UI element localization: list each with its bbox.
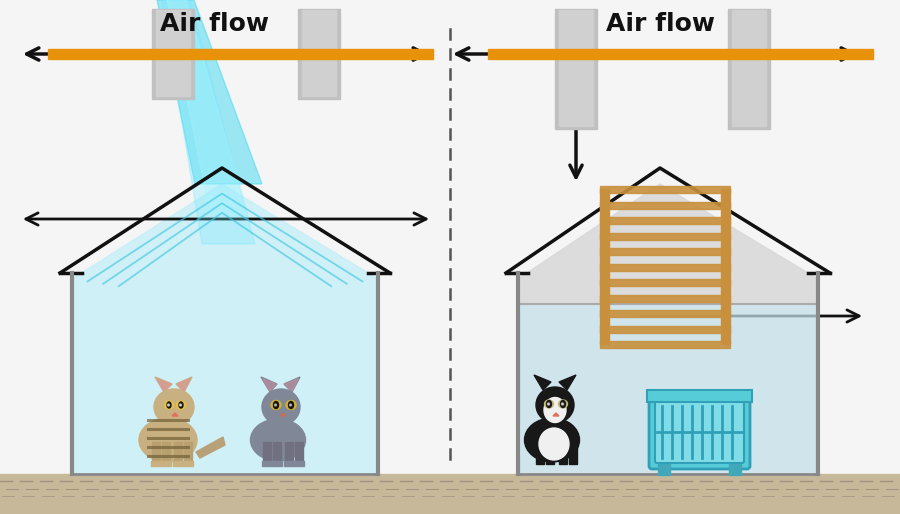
- Bar: [721, 189, 730, 344]
- Text: Air flow: Air flow: [606, 12, 715, 36]
- Bar: [263, 442, 271, 464]
- Ellipse shape: [547, 403, 550, 405]
- Bar: [284, 461, 294, 466]
- Bar: [600, 186, 730, 193]
- Ellipse shape: [250, 419, 305, 461]
- Bar: [658, 463, 670, 475]
- Bar: [546, 442, 554, 464]
- Polygon shape: [553, 413, 559, 416]
- Ellipse shape: [262, 389, 300, 425]
- Ellipse shape: [546, 400, 552, 408]
- Bar: [569, 442, 577, 464]
- Ellipse shape: [525, 418, 580, 462]
- Bar: [728, 9, 770, 129]
- Bar: [555, 9, 597, 129]
- Bar: [272, 461, 282, 466]
- Bar: [518, 304, 818, 474]
- Ellipse shape: [154, 389, 194, 425]
- Bar: [647, 390, 752, 402]
- Polygon shape: [172, 413, 178, 416]
- Bar: [600, 264, 730, 270]
- Ellipse shape: [286, 400, 296, 410]
- Polygon shape: [176, 377, 192, 392]
- Ellipse shape: [176, 401, 185, 409]
- Ellipse shape: [544, 397, 566, 423]
- Bar: [262, 461, 272, 466]
- Bar: [184, 442, 192, 464]
- Bar: [295, 442, 303, 464]
- Bar: [48, 49, 433, 59]
- Polygon shape: [157, 379, 171, 391]
- Bar: [732, 10, 766, 126]
- Ellipse shape: [562, 403, 563, 405]
- Bar: [559, 10, 593, 126]
- Bar: [600, 279, 730, 286]
- Bar: [162, 442, 170, 464]
- Polygon shape: [157, 0, 262, 184]
- FancyBboxPatch shape: [649, 395, 750, 469]
- Ellipse shape: [539, 428, 569, 460]
- Bar: [151, 461, 161, 466]
- Ellipse shape: [536, 387, 574, 423]
- Bar: [183, 461, 193, 466]
- Ellipse shape: [271, 400, 281, 410]
- Text: Air flow: Air flow: [160, 12, 269, 36]
- Polygon shape: [162, 0, 255, 244]
- Bar: [0, 474, 900, 514]
- Bar: [600, 248, 730, 255]
- Bar: [600, 310, 730, 317]
- Bar: [302, 10, 336, 96]
- Ellipse shape: [289, 401, 293, 409]
- Ellipse shape: [559, 400, 568, 408]
- Bar: [729, 463, 741, 475]
- FancyBboxPatch shape: [655, 401, 744, 463]
- Ellipse shape: [561, 400, 565, 408]
- Ellipse shape: [290, 404, 292, 406]
- Polygon shape: [280, 413, 286, 416]
- Bar: [173, 461, 183, 466]
- Ellipse shape: [167, 404, 169, 406]
- Bar: [161, 461, 171, 466]
- Polygon shape: [263, 379, 276, 391]
- Polygon shape: [534, 375, 551, 390]
- Ellipse shape: [179, 402, 183, 408]
- Polygon shape: [285, 379, 298, 391]
- Polygon shape: [284, 377, 300, 392]
- Polygon shape: [177, 379, 190, 391]
- Polygon shape: [518, 184, 818, 474]
- Bar: [600, 341, 730, 348]
- Ellipse shape: [139, 418, 197, 462]
- Bar: [285, 442, 293, 464]
- Bar: [152, 9, 194, 99]
- Bar: [600, 232, 730, 240]
- Polygon shape: [196, 437, 225, 458]
- Ellipse shape: [274, 404, 276, 406]
- Bar: [298, 9, 340, 99]
- Bar: [600, 325, 730, 333]
- Ellipse shape: [274, 401, 278, 409]
- Bar: [294, 461, 304, 466]
- Polygon shape: [167, 0, 248, 214]
- Bar: [156, 10, 190, 96]
- Bar: [273, 442, 281, 464]
- Polygon shape: [72, 184, 378, 474]
- Bar: [174, 442, 182, 464]
- Polygon shape: [559, 375, 576, 390]
- Polygon shape: [155, 377, 172, 392]
- Ellipse shape: [544, 400, 554, 408]
- Bar: [600, 295, 730, 302]
- Bar: [600, 201, 730, 209]
- Bar: [536, 442, 544, 464]
- Bar: [600, 217, 730, 224]
- Ellipse shape: [179, 404, 182, 406]
- Bar: [488, 49, 873, 59]
- Polygon shape: [261, 377, 277, 392]
- Ellipse shape: [165, 401, 174, 409]
- Bar: [152, 442, 160, 464]
- Ellipse shape: [167, 402, 171, 408]
- Bar: [600, 189, 609, 344]
- Bar: [559, 442, 567, 464]
